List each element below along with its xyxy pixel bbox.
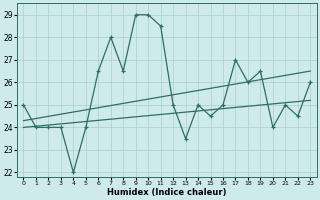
- X-axis label: Humidex (Indice chaleur): Humidex (Indice chaleur): [107, 188, 227, 197]
